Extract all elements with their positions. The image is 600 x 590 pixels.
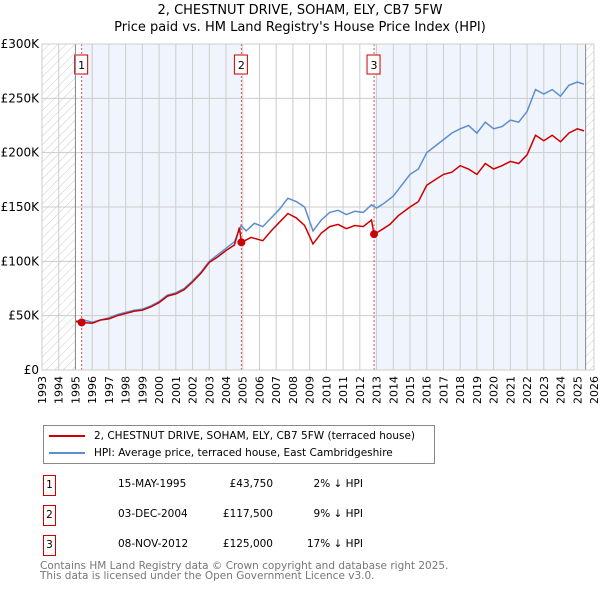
chart-title: 2, CHESTNUT DRIVE, SOHAM, ELY, CB7 5FW xyxy=(157,3,443,18)
property-price-line xyxy=(75,127,585,325)
sale-label-box xyxy=(233,54,248,75)
x-tick-label: 2018 xyxy=(454,376,467,404)
x-tick-label: 2025 xyxy=(571,376,584,404)
x-tick-label: 2022 xyxy=(521,376,534,404)
x-tick-label: 1996 xyxy=(86,376,99,404)
x-tick-label: 1994 xyxy=(53,376,66,404)
y-tick-label: £50K xyxy=(8,309,40,323)
x-tick-label: 2010 xyxy=(320,376,333,404)
x-tick-label: 2014 xyxy=(387,376,400,404)
plot-border xyxy=(41,43,595,371)
legend-label: HPI: Average price, terraced house, East… xyxy=(94,447,393,459)
x-tick-label: 2008 xyxy=(287,376,300,404)
chart-subtitle: Price paid vs. HM Land Registry's House … xyxy=(114,20,486,35)
transaction-num: 2 xyxy=(43,505,56,526)
x-tick-label: 2005 xyxy=(237,376,250,404)
x-tick-label: 2016 xyxy=(421,376,434,404)
x-tick-label: 2007 xyxy=(270,376,283,404)
sale-point xyxy=(77,318,86,327)
y-tick-label: £300K xyxy=(1,37,41,51)
x-tick-label: 1995 xyxy=(69,376,82,404)
legend-label: 2, CHESTNUT DRIVE, SOHAM, ELY, CB7 5FW (… xyxy=(94,430,416,442)
hpi-line xyxy=(75,81,585,323)
chart-legend: 2, CHESTNUT DRIVE, SOHAM, ELY, CB7 5FW (… xyxy=(43,425,435,464)
sale-label: 3 xyxy=(371,59,378,72)
x-tick-label: 2021 xyxy=(504,376,517,404)
x-tick-label: 2013 xyxy=(371,376,384,404)
transaction-hpi: 17% ↓ HPI xyxy=(306,538,363,550)
transaction-price: £117,500 xyxy=(222,508,273,520)
legend-swatch-blue xyxy=(49,452,85,454)
x-tick-label: 2000 xyxy=(153,376,166,404)
y-tick-label: £200K xyxy=(1,146,41,160)
y-tick-label: £250K xyxy=(1,91,41,105)
transaction-date: 03-DEC-2004 xyxy=(118,508,188,520)
x-tick-label: 1999 xyxy=(136,376,149,404)
sale-label: 1 xyxy=(78,59,85,72)
legend-item-property: 2, CHESTNUT DRIVE, SOHAM, ELY, CB7 5FW (… xyxy=(49,430,415,442)
sale-label-box xyxy=(366,54,381,75)
x-tick-label: 2004 xyxy=(220,376,233,404)
x-tick-label: 2019 xyxy=(471,376,484,404)
x-tick-label: 2024 xyxy=(555,376,568,404)
x-tick-label: 2001 xyxy=(170,376,183,404)
x-tick-label: 2015 xyxy=(404,376,417,404)
y-tick-label: £100K xyxy=(1,254,41,268)
transaction-row: 3 08-NOV-2012 £125,000 17% ↓ HPI xyxy=(43,535,463,556)
x-tick-label: 2006 xyxy=(253,376,266,404)
legend-item-hpi: HPI: Average price, terraced house, East… xyxy=(49,447,393,459)
x-tick-label: 2026 xyxy=(588,376,600,404)
x-tick-label: 2020 xyxy=(488,376,501,404)
transaction-num: 3 xyxy=(43,535,56,556)
sale-point xyxy=(370,230,379,239)
x-tick-label: 1993 xyxy=(36,376,49,404)
y-tick-label: £0 xyxy=(24,363,39,377)
x-tick-label: 2017 xyxy=(437,376,450,404)
x-tick-label: 2012 xyxy=(354,376,367,404)
x-tick-label: 1998 xyxy=(120,376,133,404)
x-tick-label: 2023 xyxy=(538,376,551,404)
y-tick-label: £150K xyxy=(1,200,41,214)
transaction-date: 15-MAY-1995 xyxy=(118,478,187,490)
x-tick-label: 2002 xyxy=(187,376,200,404)
footer-line: Contains HM Land Registry data © Crown c… xyxy=(40,560,449,572)
x-tick-label: 2009 xyxy=(304,376,317,404)
sale-label: 2 xyxy=(238,59,245,72)
footer-line: This data is licensed under the Open Gov… xyxy=(40,570,375,582)
transaction-hpi: 2% ↓ HPI xyxy=(313,478,363,490)
transaction-row: 2 03-DEC-2004 £117,500 9% ↓ HPI xyxy=(43,505,463,526)
transaction-price: £43,750 xyxy=(229,478,273,490)
legend-swatch-red xyxy=(49,435,85,437)
transaction-num: 1 xyxy=(43,475,56,496)
x-tick-label: 2003 xyxy=(203,376,216,404)
sale-label-box xyxy=(74,54,89,75)
transaction-date: 08-NOV-2012 xyxy=(118,538,189,550)
x-tick-label: 1997 xyxy=(103,376,116,404)
x-tick-label: 2011 xyxy=(337,376,350,404)
footer: Contains HM Land Registry data © Crown c… xyxy=(40,560,449,582)
transaction-price: £125,000 xyxy=(222,538,273,550)
transaction-row: 1 15-MAY-1995 £43,750 2% ↓ HPI xyxy=(43,475,463,496)
transaction-hpi: 9% ↓ HPI xyxy=(313,508,363,520)
sale-point xyxy=(237,238,246,247)
